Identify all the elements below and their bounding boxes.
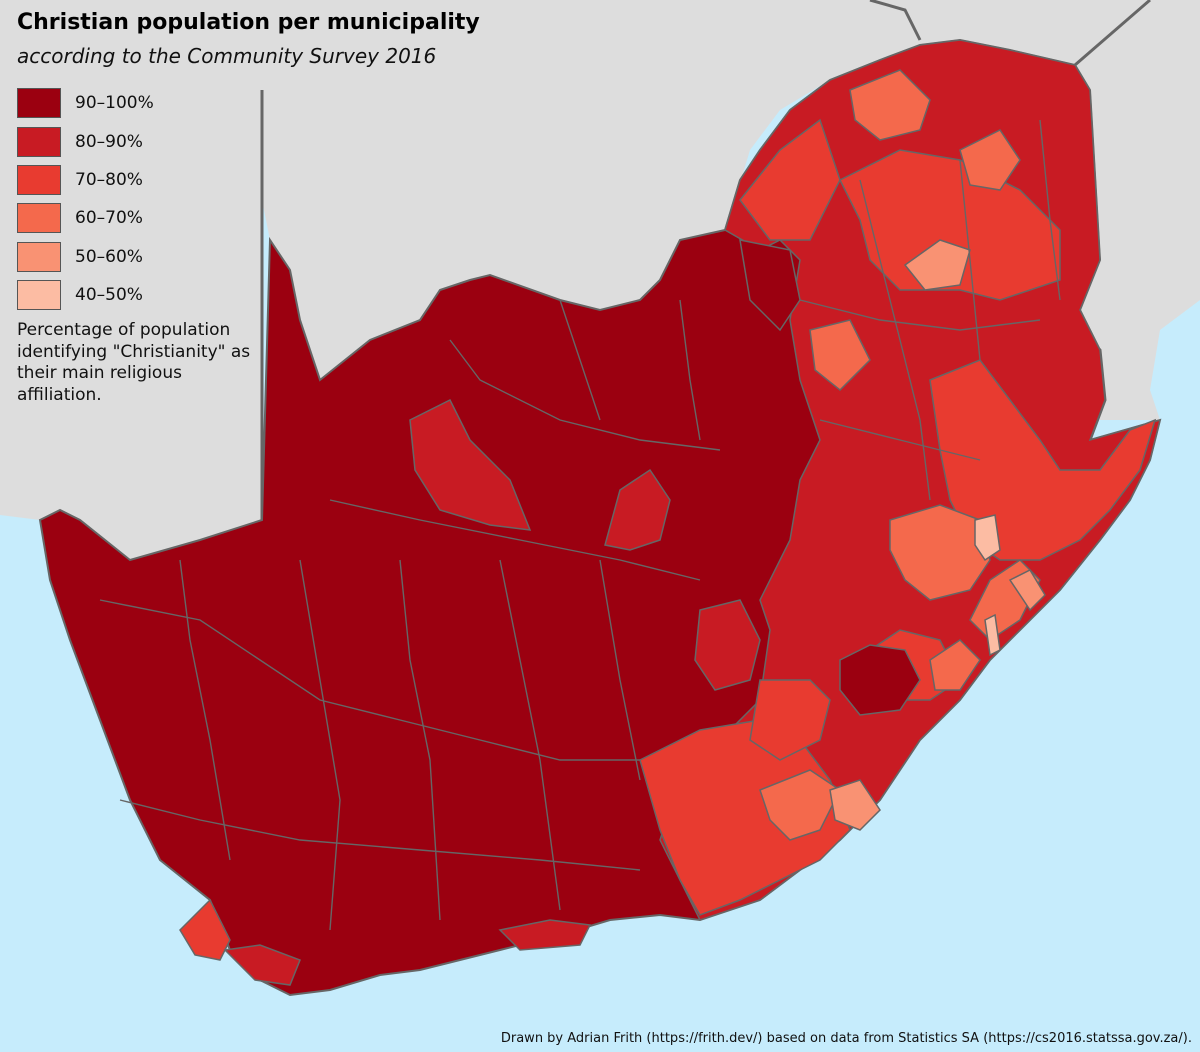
legend-item: 70–80%: [17, 161, 154, 199]
neighbour-land: [0, 0, 1200, 560]
legend-swatch: [17, 203, 61, 234]
map-subtitle: according to the Community Survey 2016: [17, 44, 437, 68]
internal-boundaries: [99, 119, 1061, 931]
region-50-60-c: [1008, 569, 1046, 612]
legend-label: 60–70%: [75, 208, 143, 229]
legend-item: 50–60%: [17, 238, 154, 276]
region-80-90-west: [409, 398, 532, 531]
legend-label: 80–90%: [75, 131, 143, 152]
country-border: [260, 0, 1151, 520]
legend-swatch: [17, 280, 61, 311]
region-70-80-e: [749, 679, 831, 761]
legend-swatch: [17, 164, 61, 195]
region-80-90-fs: [604, 468, 671, 551]
region-50-60-a: [903, 239, 971, 291]
legend: 90–100% 80–90% 70–80% 60–70% 50–60% 40–5…: [17, 84, 154, 314]
legend-swatch: [17, 126, 61, 157]
region-80-90-cape: [223, 944, 301, 986]
map-title: Christian population per municipality: [17, 10, 480, 35]
region-60-70-d: [889, 504, 991, 601]
credit-text: Drawn by Adrian Frith (https://frith.dev…: [500, 1031, 1192, 1046]
legend-item: 80–90%: [17, 122, 154, 160]
legend-item: 40–50%: [17, 276, 154, 314]
region-80-90-fs2: [694, 599, 761, 691]
legend-swatch: [17, 88, 61, 119]
region-70-80-b: [838, 149, 1061, 301]
legend-label: 70–80%: [75, 169, 143, 190]
legend-item: 90–100%: [17, 84, 154, 122]
region-60-70-g: [929, 639, 981, 691]
region-60-70-f: [759, 769, 841, 841]
legend-label: 40–50%: [75, 285, 143, 306]
region-90-100-pretoria: [739, 239, 801, 332]
region-60-70-b: [959, 129, 1021, 191]
region-60-70-c: [809, 319, 871, 392]
legend-label: 50–60%: [75, 246, 143, 267]
legend-label: 90–100%: [75, 93, 154, 114]
legend-item: 60–70%: [17, 199, 154, 237]
region-40-50-a: [974, 514, 1001, 562]
region-80-90-coast: [498, 919, 592, 951]
legend-swatch: [17, 241, 61, 272]
region-40-50-b: [984, 613, 1001, 657]
legend-note: Percentage of population identifying "Ch…: [17, 320, 251, 405]
region-90-100-east: [839, 644, 921, 716]
region-60-70-a: [849, 69, 931, 141]
region-50-60-b: [829, 779, 881, 831]
